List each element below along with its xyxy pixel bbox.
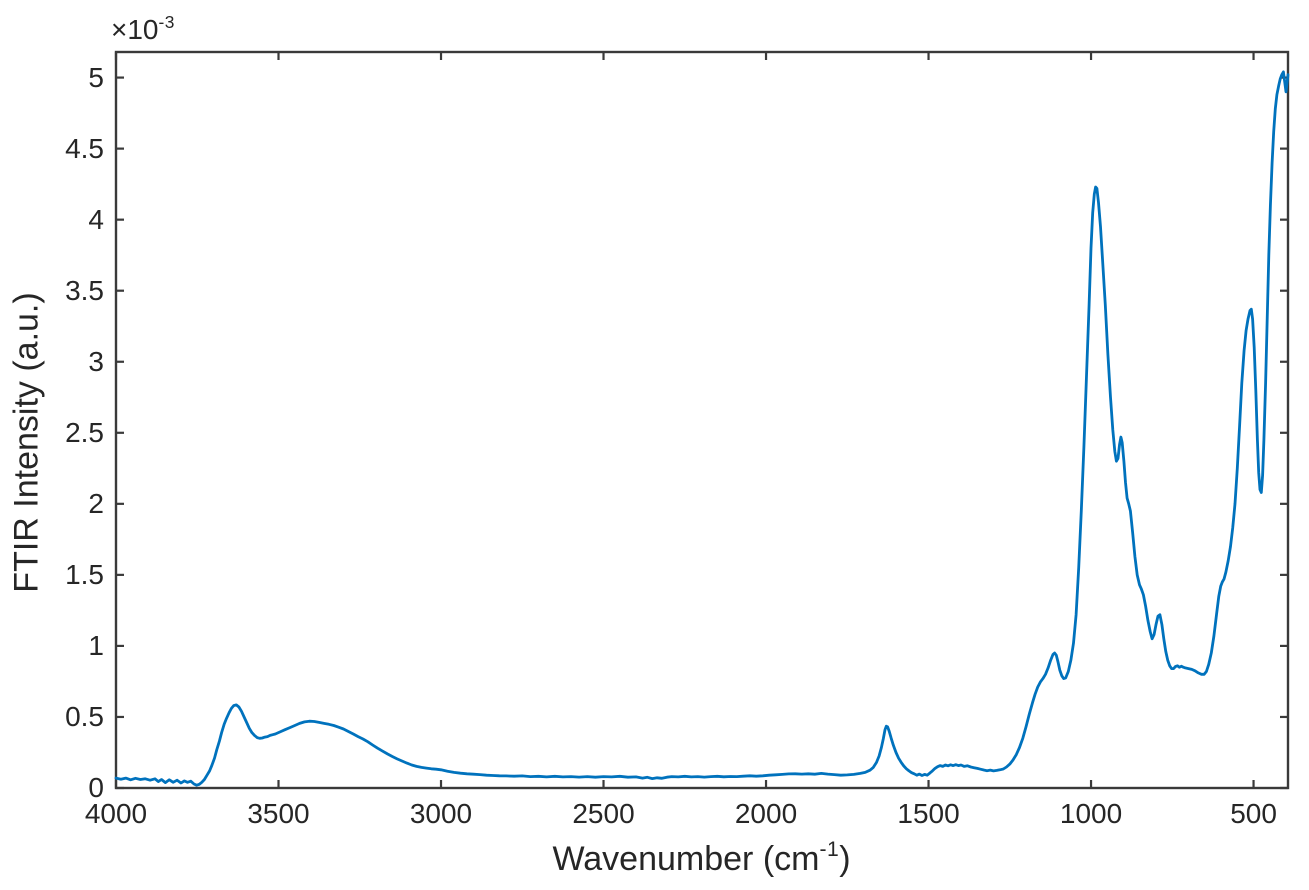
multiplier-base: ×10 (111, 14, 159, 45)
x-tick-label: 4000 (84, 798, 148, 829)
y-axis-label: FTIR Intensity (a.u.) (7, 292, 46, 593)
x-tick-label: 1000 (1059, 798, 1123, 829)
y-tick-label: 0.5 (65, 700, 104, 732)
x-label-suffix: ) (839, 840, 851, 878)
x-label-exponent: -1 (819, 838, 840, 862)
x-tick-label: 500 (1230, 798, 1277, 829)
y-tick-label: 4 (88, 203, 104, 235)
x-tick-label: 2000 (734, 798, 798, 829)
y-tick-label: 1.5 (65, 558, 104, 590)
y-tick-label: 3.5 (65, 274, 104, 306)
y-tick-label: 1 (88, 629, 104, 661)
spectrum-line (114, 70, 1290, 787)
x-tick-label: 1500 (897, 798, 960, 829)
x-label-prefix: Wavenumber (cm (552, 840, 820, 878)
x-tick-label: 3000 (409, 798, 473, 829)
x-tick-label: 3500 (247, 798, 310, 829)
multiplier-exponent: -3 (158, 11, 175, 32)
plot-box (114, 50, 1290, 790)
y-tick-label: 3 (88, 345, 104, 377)
y-axis-multiplier: ×10-3 (111, 11, 175, 46)
y-tick-label: 5 (88, 61, 104, 93)
y-tick-label: 0 (88, 772, 104, 803)
y-tick-label: 2 (88, 487, 104, 519)
x-tick-label: 2500 (572, 798, 635, 829)
x-axis-label: Wavenumber (cm-1) (0, 838, 1309, 879)
y-tick-label: 2.5 (65, 416, 104, 448)
y-tick-label: 4.5 (65, 132, 104, 164)
